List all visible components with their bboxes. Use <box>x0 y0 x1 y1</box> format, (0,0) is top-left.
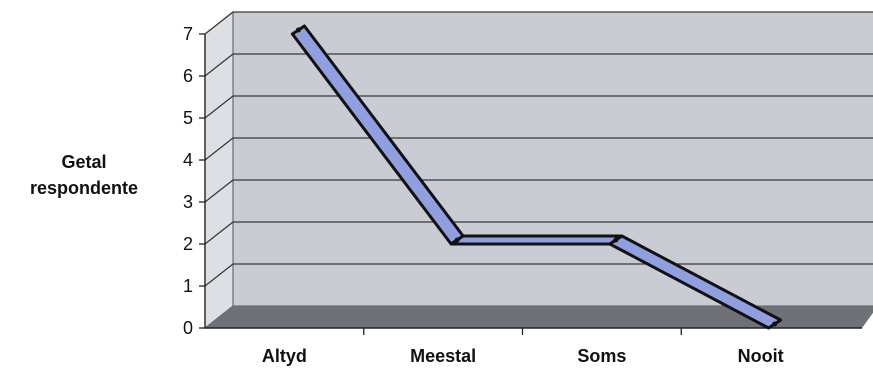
side-wall <box>205 12 233 328</box>
x-tick-label: Soms <box>577 346 626 366</box>
data-point <box>613 238 618 243</box>
x-tick-label: Meestal <box>410 346 476 366</box>
y-axis-ticks: 0 1 2 3 4 5 6 7 <box>183 24 205 338</box>
plot-walls <box>205 12 873 328</box>
y-tick-label: 7 <box>183 24 193 44</box>
y-tick-label: 2 <box>183 234 193 254</box>
y-axis-title: Getal respondente <box>30 152 138 198</box>
y-tick-label: 3 <box>183 192 193 212</box>
y-tick-label: 0 <box>183 318 193 338</box>
y-tick-label: 1 <box>183 276 193 296</box>
y-tick-label: 6 <box>183 66 193 86</box>
y-tick-label: 5 <box>183 108 193 128</box>
y-tick-label: 4 <box>183 150 193 170</box>
data-point <box>772 322 777 327</box>
data-point <box>296 28 301 33</box>
x-axis-ticks: Altyd Meestal Soms Nooit <box>262 328 784 366</box>
x-tick-label: Nooit <box>738 346 784 366</box>
ribbon-segment <box>451 236 622 244</box>
data-point <box>455 238 460 243</box>
x-tick-label: Altyd <box>262 346 307 366</box>
